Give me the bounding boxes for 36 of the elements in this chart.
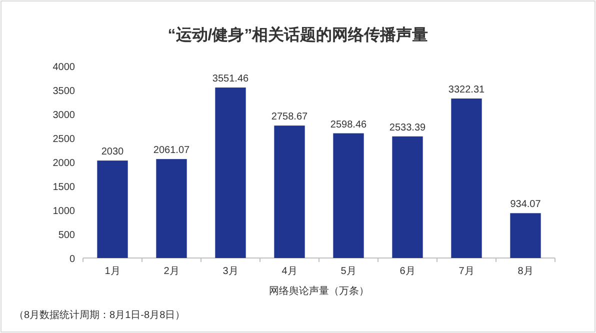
- x-tick-label: 6月: [400, 266, 416, 277]
- data-label: 2598.46: [330, 119, 368, 130]
- bar: [510, 213, 541, 258]
- x-tick-label: 4月: [282, 266, 298, 277]
- text: （8月数据统计周期：8月1日-8月8日）: [14, 309, 186, 321]
- bar: [392, 136, 423, 258]
- bar: [451, 98, 482, 258]
- x-tick-label: 3月: [222, 266, 238, 277]
- data-label: 2030: [101, 146, 124, 158]
- x-tick-label: 5月: [340, 266, 356, 277]
- data-label: 2533.39: [389, 122, 426, 134]
- chart-title: “运动/健身”相关话题的网络传播声量: [168, 26, 428, 44]
- bar: [97, 160, 128, 258]
- bar: [156, 159, 187, 258]
- y-tick-label: 1000: [52, 206, 76, 217]
- bar: [215, 88, 246, 258]
- y-tick-label: 2000: [52, 158, 76, 169]
- y-tick-label: 0: [69, 254, 76, 265]
- data-label: 2758.67: [271, 112, 308, 123]
- bar: [274, 126, 305, 258]
- data-label: 3551.46: [212, 74, 250, 85]
- x-tick-label: 2月: [164, 266, 180, 277]
- y-tick-label: 1500: [52, 182, 76, 193]
- x-tick-label: 7月: [458, 266, 474, 277]
- x-axis-title: 网络舆论声量（万条）: [269, 285, 369, 297]
- data-label: 3322.31: [448, 84, 486, 96]
- y-tick-label: 3500: [52, 86, 76, 97]
- bar: [333, 133, 364, 258]
- y-tick-label: 2500: [52, 134, 76, 145]
- y-tick-label: 3000: [52, 110, 76, 121]
- y-tick-label: 4000: [52, 62, 76, 73]
- data-label: 934.07: [510, 199, 542, 210]
- y-tick-label: 500: [58, 230, 76, 241]
- x-tick-label: 8月: [518, 266, 534, 277]
- x-tick-label: 1月: [104, 266, 120, 277]
- data-label: 2061.07: [153, 145, 190, 156]
